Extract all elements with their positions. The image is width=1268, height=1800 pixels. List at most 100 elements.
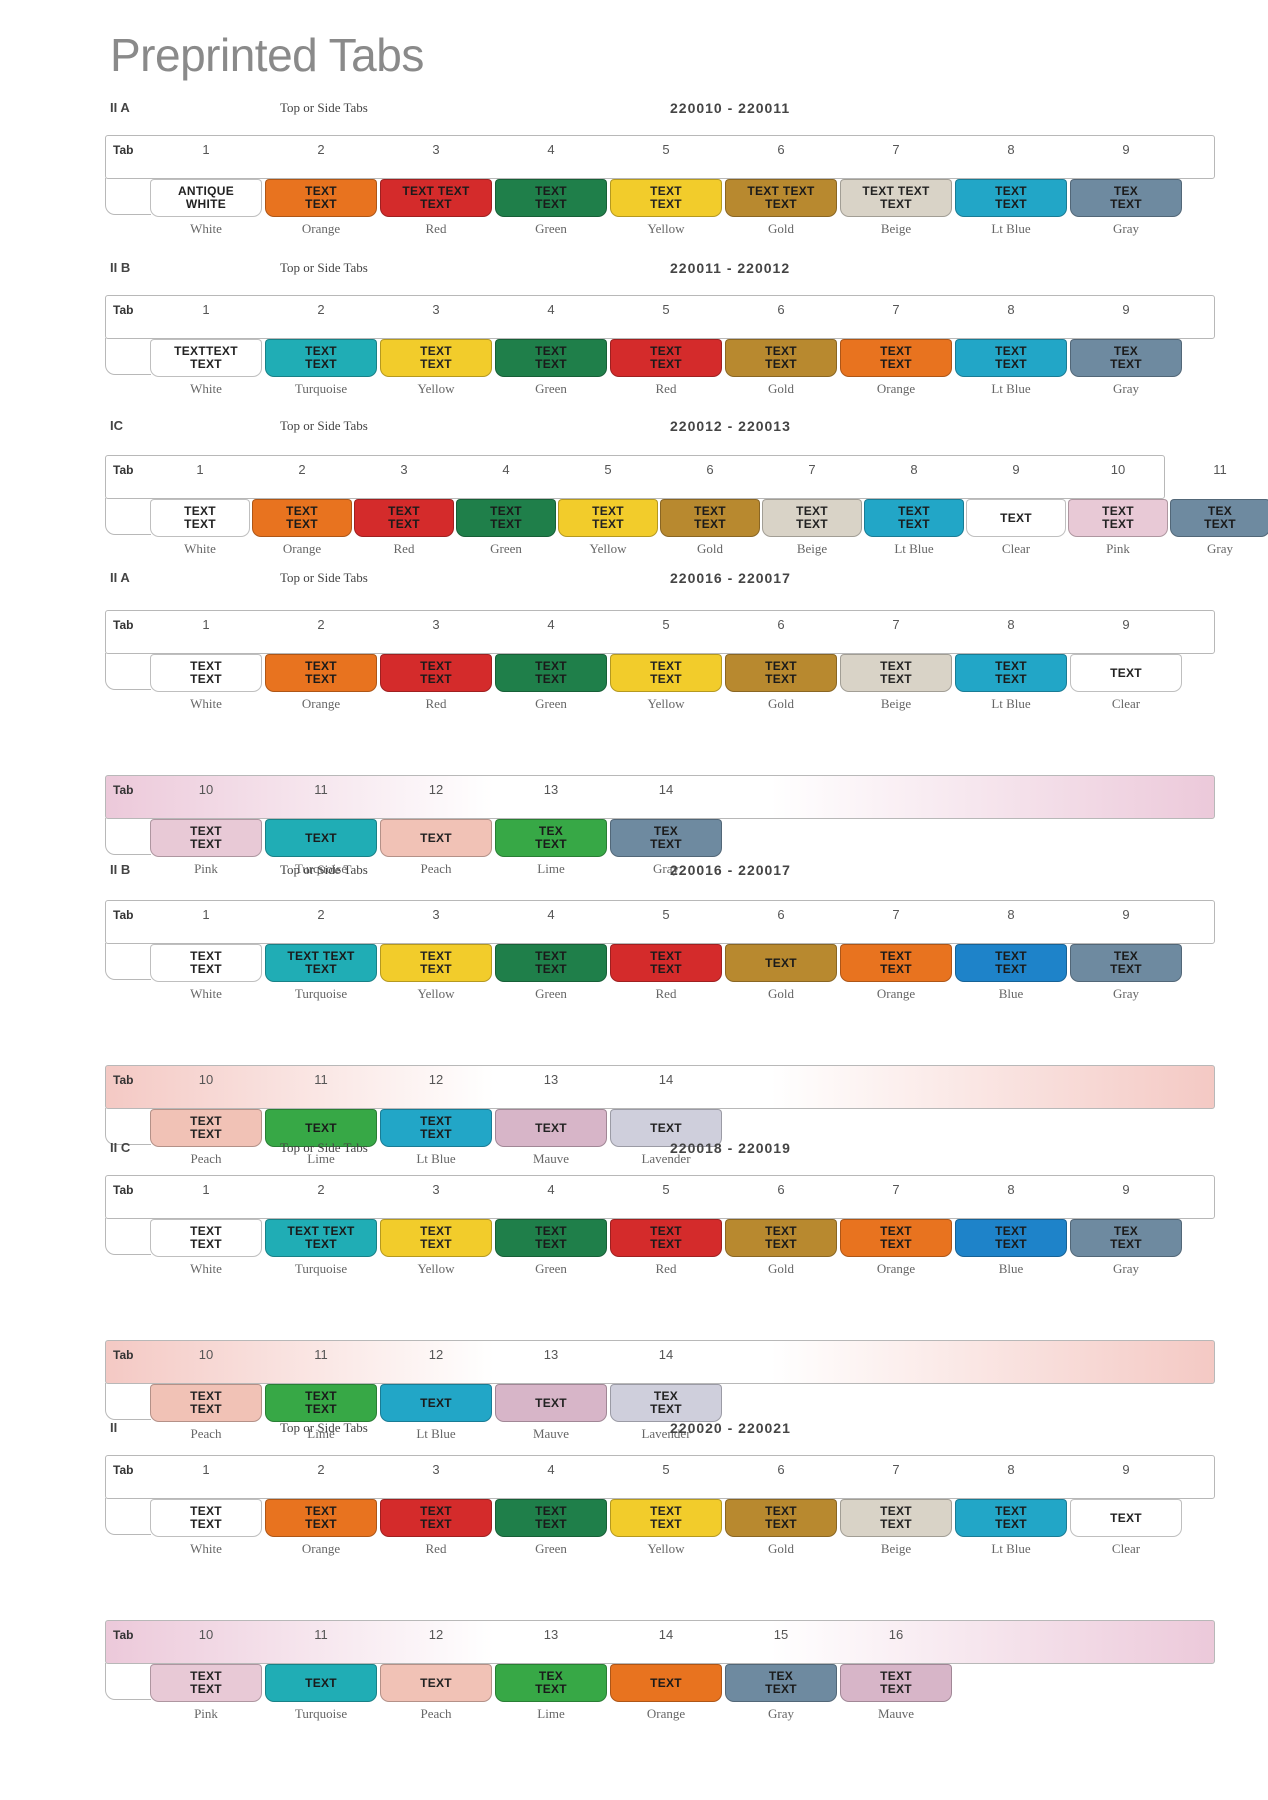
tab-swatch[interactable]: TEXT TEXT TEXT	[840, 179, 952, 217]
section-header: II B Top or Side Tabs 220011 - 220012	[110, 260, 1230, 280]
tab-swatch[interactable]: TEXT TEXT	[840, 1664, 952, 1702]
tab-swatch[interactable]: TEXT TEXT	[955, 1219, 1067, 1257]
tab-swatch[interactable]: TEXT TEXT TEXT	[265, 944, 377, 982]
tab-swatch[interactable]: TEXT TEXT	[265, 179, 377, 217]
tab-swatch[interactable]: TEXT	[265, 1664, 377, 1702]
tab-swatch[interactable]: TEXT TEXT	[725, 654, 837, 692]
tab-swatch[interactable]: TEXT TEXT	[955, 654, 1067, 692]
tab-number: 13	[543, 1627, 559, 1642]
tab-swatch[interactable]: TEXT TEXT	[380, 1219, 492, 1257]
tab-swatch[interactable]: TEXT TEXT	[265, 654, 377, 692]
tab-swatch[interactable]: TEXT	[380, 1664, 492, 1702]
tab-swatch[interactable]: TEXT	[265, 1109, 377, 1147]
tab-swatch[interactable]: TEXT TEXT TEXT	[380, 179, 492, 217]
tab-swatch[interactable]: TEXT TEXT	[265, 339, 377, 377]
tab-swatch[interactable]: TEX TEXT	[610, 1384, 722, 1422]
tab-swatch[interactable]: TEX TEXT	[1070, 179, 1182, 217]
tab-swatch[interactable]: TEXT TEXT	[864, 499, 964, 537]
tab-swatch[interactable]: TEXT	[495, 1384, 607, 1422]
tab-swatch[interactable]: TEXT TEXT	[252, 499, 352, 537]
tab-swatch[interactable]: TEXT TEXT	[725, 339, 837, 377]
tab-swatch[interactable]: TEX TEXT	[1070, 1219, 1182, 1257]
tab-color-name: Gold	[697, 541, 723, 556]
tab-swatch[interactable]: TEXT TEXT TEXT	[725, 179, 837, 217]
tab-swatch[interactable]: TEXT TEXT	[380, 944, 492, 982]
tab-swatch[interactable]: TEXT TEXT	[150, 1384, 262, 1422]
tab-swatch[interactable]: TEX TEXT	[725, 1664, 837, 1702]
tab-swatch[interactable]: TEXT TEXT	[840, 654, 952, 692]
section-code: IC	[110, 418, 123, 433]
tab-swatch[interactable]: TEXT TEXT	[610, 179, 722, 217]
tab-swatch[interactable]: TEXT	[380, 1384, 492, 1422]
tab-swatch[interactable]: TEXT TEXT	[610, 654, 722, 692]
tab-swatch[interactable]: TEXT	[966, 499, 1066, 537]
tab-swatch[interactable]: TEX TEXT	[1070, 944, 1182, 982]
tab-swatch[interactable]: TEXT TEXT	[495, 179, 607, 217]
tab-swatch[interactable]: TEXT TEXT	[456, 499, 556, 537]
tab-swatch[interactable]: TEXT TEXT	[150, 819, 262, 857]
tab-color-name: Lt Blue	[991, 1541, 1031, 1556]
tab-swatch[interactable]: TEXT TEXT	[495, 1499, 607, 1537]
tab-color-name: Lime	[537, 1706, 565, 1721]
tab-number: 6	[777, 302, 785, 317]
tab-swatch[interactable]: TEXT TEXT	[150, 1664, 262, 1702]
tab-swatch[interactable]: TEXT TEXT	[610, 339, 722, 377]
tab-swatch[interactable]: TEXT TEXT	[150, 1499, 262, 1537]
tab-swatch[interactable]: TEXT TEXT	[610, 1219, 722, 1257]
tab-swatch[interactable]: TEXT TEXT	[150, 944, 262, 982]
tab-strip-label: Tab	[113, 1348, 134, 1362]
tab-swatch[interactable]: TEXT TEXT	[150, 499, 250, 537]
tab-swatch[interactable]: TEXT	[495, 1109, 607, 1147]
tab-swatch[interactable]: TEXT TEXT	[265, 1499, 377, 1537]
tab-strip-label: Tab	[113, 618, 134, 632]
tab-swatch[interactable]: TEXT TEXT	[380, 1499, 492, 1537]
tab-swatch[interactable]: TEX TEXT	[1170, 499, 1268, 537]
tab-swatch[interactable]: TEXT TEXT	[495, 339, 607, 377]
tab-swatch[interactable]: TEX TEXT	[610, 819, 722, 857]
tab-swatch[interactable]: TEXTTEXT TEXT	[150, 339, 262, 377]
tab-swatch[interactable]: TEXT TEXT	[150, 1219, 262, 1257]
tab-swatch[interactable]: TEX TEXT	[1070, 339, 1182, 377]
tab-swatch[interactable]: TEXT TEXT	[495, 1219, 607, 1257]
tab-swatch[interactable]: TEXT TEXT	[150, 1109, 262, 1147]
tab-swatch[interactable]: TEXT TEXT	[840, 1499, 952, 1537]
tab-swatch[interactable]: TEXT TEXT	[610, 944, 722, 982]
tab-swatch[interactable]: TEXT TEXT	[380, 1109, 492, 1147]
tab-swatch[interactable]: TEXT TEXT	[955, 339, 1067, 377]
section-range: 220010 - 220011	[670, 100, 791, 116]
tab-swatch[interactable]: TEXT TEXT	[354, 499, 454, 537]
tab-swatch[interactable]: TEXT TEXT	[840, 339, 952, 377]
tab-swatch[interactable]: TEXT TEXT	[840, 944, 952, 982]
tab-swatch[interactable]: TEXT	[725, 944, 837, 982]
tab-swatch[interactable]: TEXT TEXT	[725, 1219, 837, 1257]
tab-swatch[interactable]: TEXT TEXT	[1068, 499, 1168, 537]
tab-swatch[interactable]: ANTIQUE WHITE	[150, 179, 262, 217]
tab-swatch[interactable]: TEXT TEXT	[495, 944, 607, 982]
tab-swatch[interactable]: TEXT	[610, 1664, 722, 1702]
tab-swatch[interactable]: TEXT TEXT	[265, 1384, 377, 1422]
tab-color-name: Turquoise	[294, 1706, 348, 1721]
tab-strip-label: Tab	[113, 783, 134, 797]
tab-swatch[interactable]: TEXT	[1070, 1499, 1182, 1537]
tab-swatch[interactable]: TEXT TEXT	[725, 1499, 837, 1537]
tab-strip: Tab 10 11 12 13 14 TEXT TEXT Peach TEXT Lime TEXT …	[105, 1065, 1215, 1205]
tab-swatch[interactable]: TEXT	[610, 1109, 722, 1147]
tab-swatch[interactable]: TEXT	[380, 819, 492, 857]
tab-swatch[interactable]: TEXT TEXT	[762, 499, 862, 537]
tab-swatch[interactable]: TEXT TEXT	[955, 1499, 1067, 1537]
tab-swatch[interactable]: TEXT TEXT	[955, 944, 1067, 982]
tab-swatch[interactable]: TEXT TEXT	[380, 654, 492, 692]
tab-swatch[interactable]: TEXT TEXT	[840, 1219, 952, 1257]
tab-swatch[interactable]: TEXT TEXT	[380, 339, 492, 377]
tab-swatch[interactable]: TEXT TEXT	[610, 1499, 722, 1537]
tab-swatch[interactable]: TEXT TEXT	[955, 179, 1067, 217]
tab-swatch[interactable]: TEXT	[265, 819, 377, 857]
tab-swatch[interactable]: TEXT TEXT	[558, 499, 658, 537]
tab-swatch[interactable]: TEXT TEXT TEXT	[265, 1219, 377, 1257]
tab-swatch[interactable]: TEXT TEXT	[495, 654, 607, 692]
tab-swatch[interactable]: TEXT	[1070, 654, 1182, 692]
tab-swatch[interactable]: TEX TEXT	[495, 1664, 607, 1702]
tab-swatch[interactable]: TEXT TEXT	[150, 654, 262, 692]
tab-swatch[interactable]: TEX TEXT	[495, 819, 607, 857]
tab-swatch[interactable]: TEXT TEXT	[660, 499, 760, 537]
